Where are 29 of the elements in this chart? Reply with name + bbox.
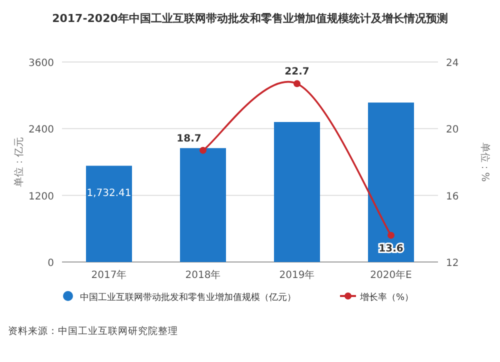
y2-tick-label: 24 bbox=[446, 58, 459, 69]
data-label: 1,732.41 bbox=[86, 188, 132, 199]
point bbox=[388, 232, 394, 239]
legend-label: 增长率（%） bbox=[359, 292, 414, 303]
data-label: 13.6 bbox=[378, 243, 404, 254]
bar bbox=[274, 122, 320, 262]
chart-title: 2017-2020年中国工业互联网带动批发和零售业增加值规模统计及增长情况预测 bbox=[52, 12, 448, 25]
y2-tick-label: 12 bbox=[446, 258, 459, 269]
y-axis-title: 单位：亿元 bbox=[13, 137, 25, 187]
bar bbox=[180, 148, 226, 262]
y-tick-label: 0 bbox=[48, 258, 54, 269]
x-tick-label: 2018年 bbox=[185, 269, 221, 281]
y-tick-label: 3600 bbox=[28, 58, 54, 69]
point bbox=[294, 80, 300, 88]
point bbox=[200, 146, 206, 154]
bar bbox=[368, 102, 414, 262]
y2-tick-label: 16 bbox=[446, 191, 459, 202]
x-tick-label: 2017年 bbox=[91, 269, 127, 281]
legend-label: 中国工业互联网带动批发和零售业增加值规模（亿元） bbox=[80, 292, 296, 303]
y2-tick-label: 20 bbox=[446, 124, 459, 136]
data-label: 22.7 bbox=[284, 66, 310, 78]
data-label: 18.7 bbox=[176, 133, 202, 144]
bar bbox=[86, 166, 132, 262]
text: 资料来源：中国工业互联网研究院整理 bbox=[8, 325, 178, 337]
y-tick-label: 2400 bbox=[28, 124, 54, 136]
y-tick-label: 1200 bbox=[28, 191, 54, 202]
x-tick-label: 2020年E bbox=[370, 269, 412, 281]
x-tick-label: 2019年 bbox=[279, 269, 315, 281]
y2-axis-title: 单位：% bbox=[479, 142, 491, 182]
